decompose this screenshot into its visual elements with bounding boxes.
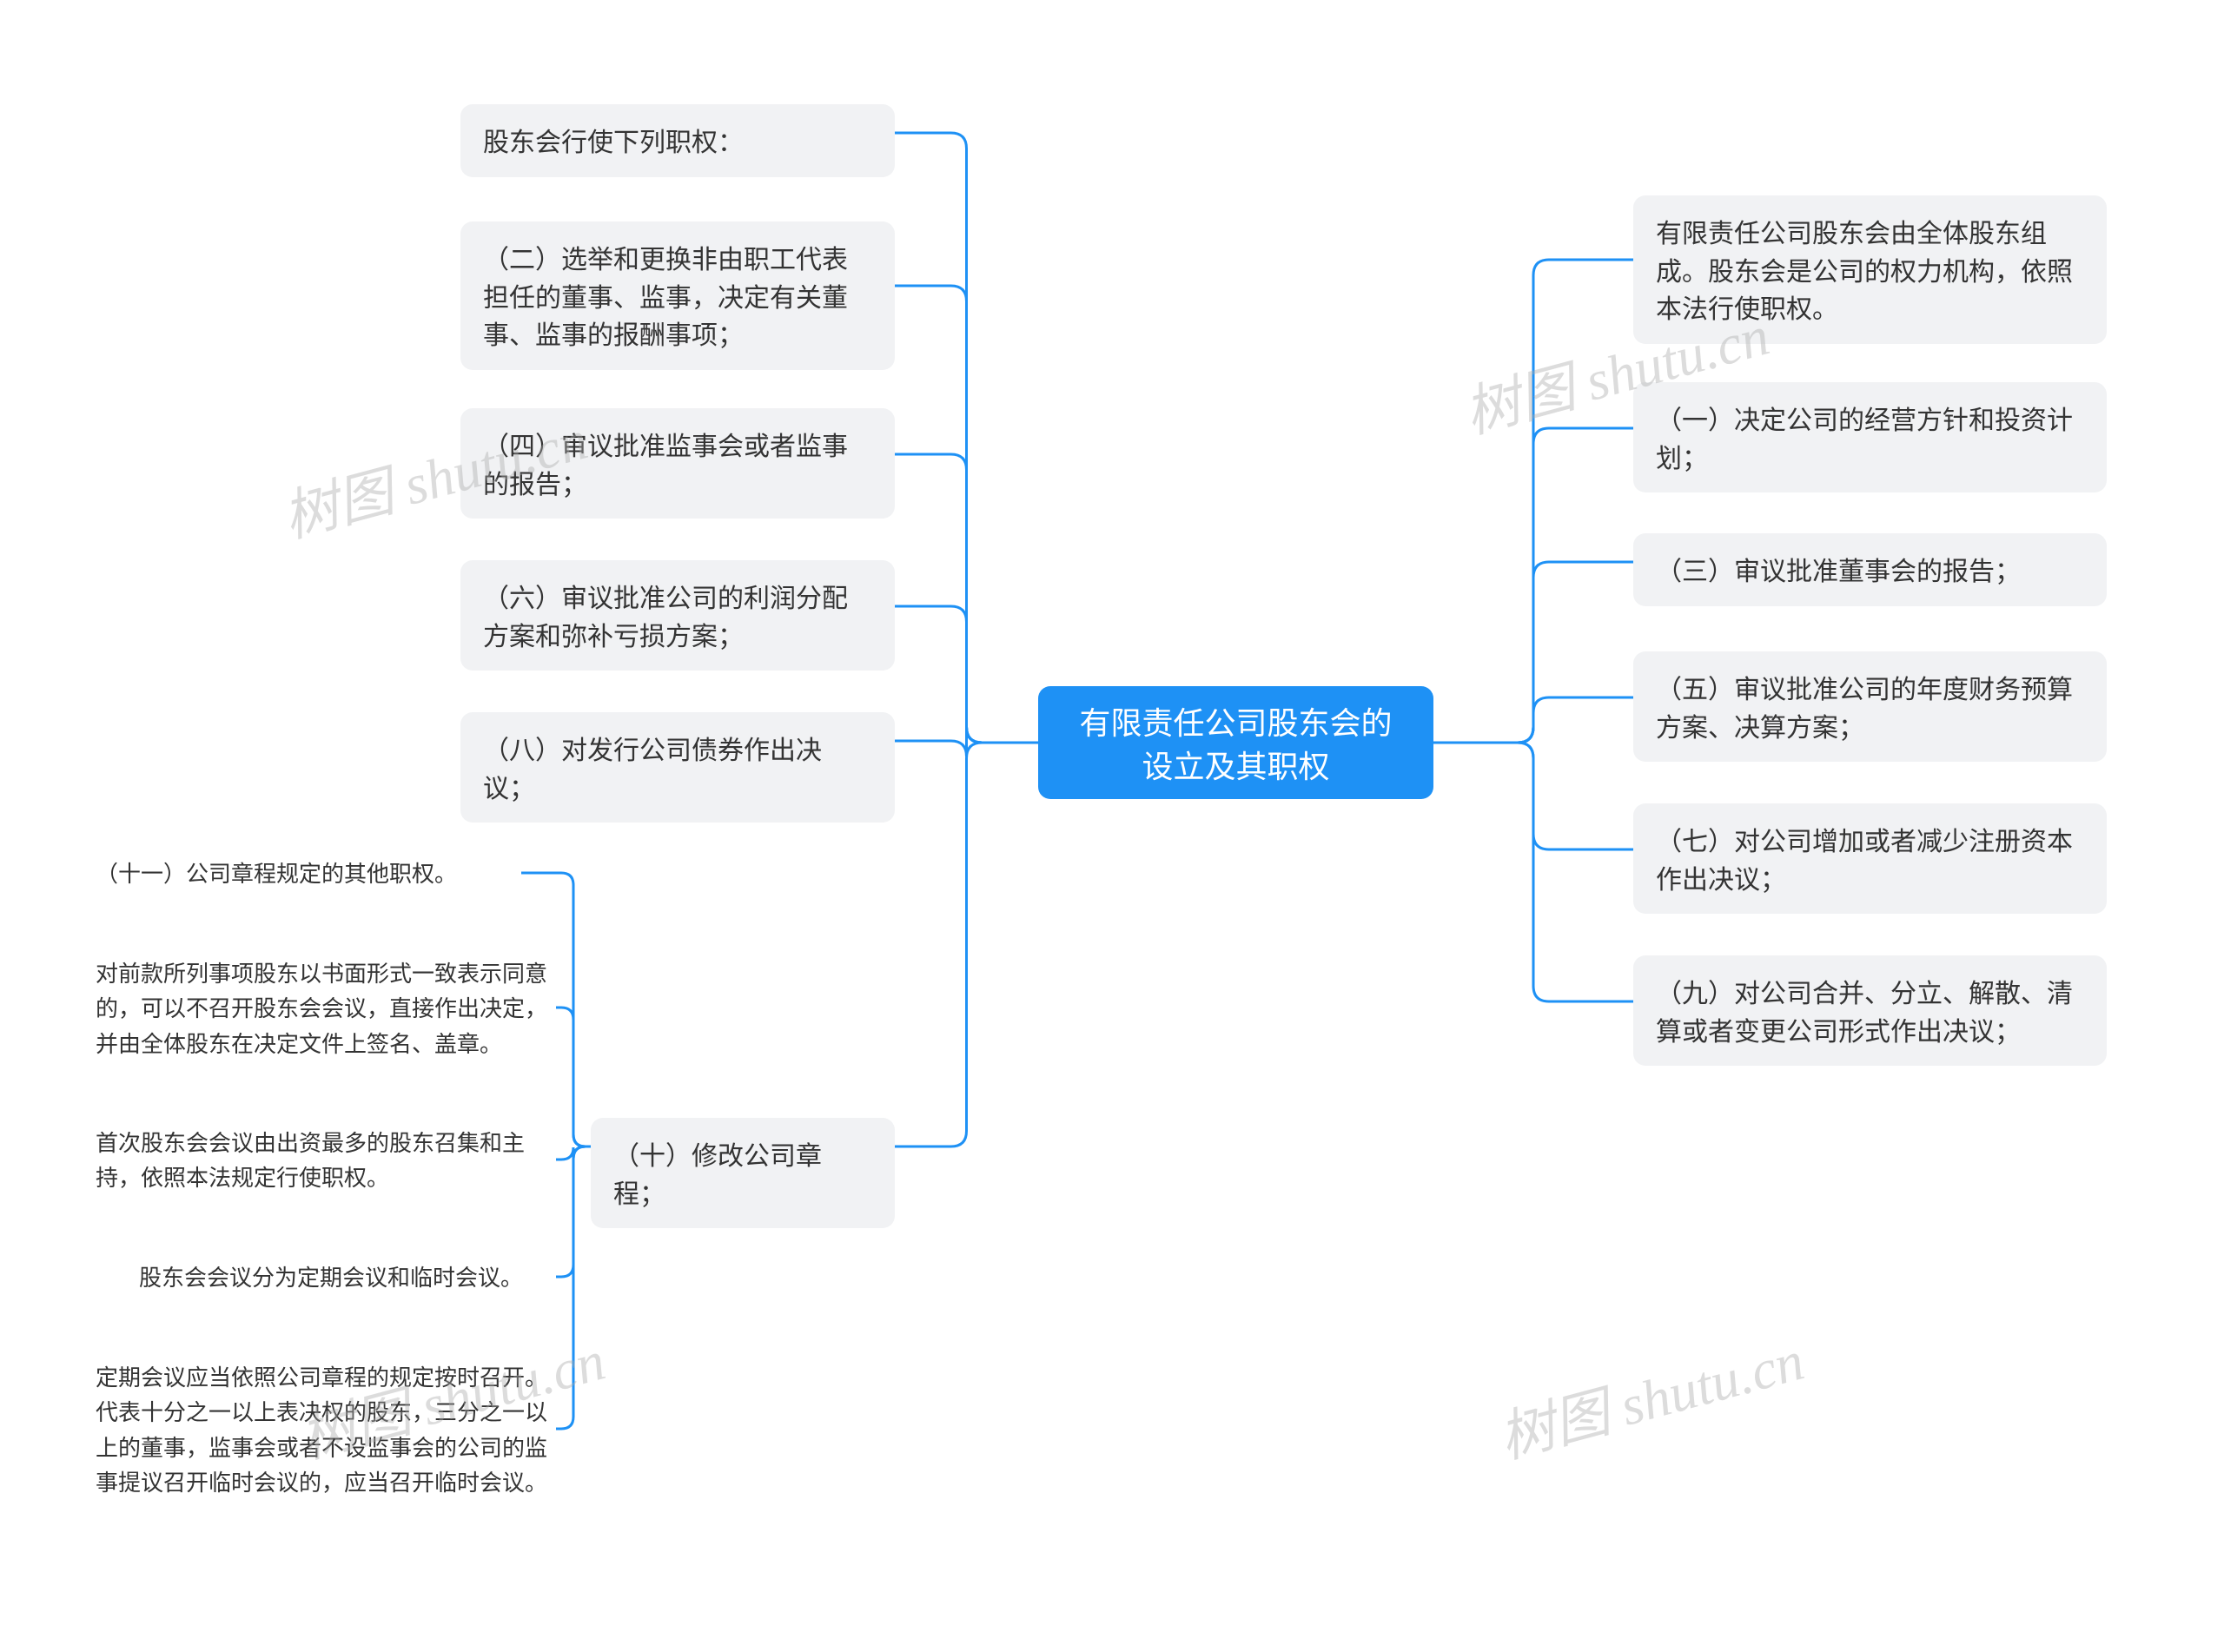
mindmap-canvas: { "mindmap": { "center_label": "有限责任公司股东… <box>0 0 2224 1652</box>
l5-child-4-label: 定期会议应当依照公司章程的规定按时召开。代表十分之一以上表决权的股东，三分之一以… <box>96 1359 556 1499</box>
left-node-4: （八）对发行公司债券作出决议； <box>460 712 895 823</box>
right-node-2-label: （三）审议批准董事会的报告； <box>1656 551 2021 589</box>
right-node-4-label: （七）对公司增加或者减少注册资本作出决议； <box>1656 821 2084 896</box>
right-node-2: （三）审议批准董事会的报告； <box>1633 533 2107 606</box>
left-node-3-label: （六）审议批准公司的利润分配方案和弥补亏损方案； <box>483 578 872 653</box>
right-node-3: （五）审议批准公司的年度财务预算方案、决算方案； <box>1633 651 2107 762</box>
l5-child-3-label: 股东会会议分为定期会议和临时会议。 <box>139 1259 523 1294</box>
l5-child-2-label: 首次股东会会议由出资最多的股东召集和主持，依照本法规定行使职权。 <box>96 1125 556 1195</box>
left-node-1: （二）选举和更换非由职工代表担任的董事、监事，决定有关董事、监事的报酬事项； <box>460 221 895 370</box>
left-node-4-label: （八）对发行公司债券作出决议； <box>483 730 872 805</box>
center-label: 有限责任公司股东会的设立及其职权 <box>1069 699 1402 787</box>
right-node-1-label: （一）决定公司的经营方针和投资计划； <box>1656 400 2084 475</box>
left-node-1-label: （二）选举和更换非由职工代表担任的董事、监事，决定有关董事、监事的报酬事项； <box>483 239 872 353</box>
left-node-2-label: （四）审议批准监事会或者监事的报告； <box>483 426 872 501</box>
l5-child-0-label: （十一）公司章程规定的其他职权。 <box>96 856 457 890</box>
right-node-4: （七）对公司增加或者减少注册资本作出决议； <box>1633 803 2107 914</box>
l5-child-1: 对前款所列事项股东以书面形式一致表示同意的，可以不召开股东会会议，直接作出决定，… <box>96 955 556 1061</box>
left-node-3: （六）审议批准公司的利润分配方案和弥补亏损方案； <box>460 560 895 671</box>
right-node-0: 有限责任公司股东会由全体股东组成。股东会是公司的权力机构，依照本法行使职权。 <box>1633 195 2107 344</box>
l5-child-1-label: 对前款所列事项股东以书面形式一致表示同意的，可以不召开股东会会议，直接作出决定，… <box>96 955 556 1061</box>
l5-child-2: 首次股东会会议由出资最多的股东召集和主持，依照本法规定行使职权。 <box>96 1125 556 1195</box>
center-node: 有限责任公司股东会的设立及其职权 <box>1038 686 1433 799</box>
l5-child-4: 定期会议应当依照公司章程的规定按时召开。代表十分之一以上表决权的股东，三分之一以… <box>96 1359 556 1499</box>
left-node-0-label: 股东会行使下列职权： <box>483 122 744 160</box>
right-node-0-label: 有限责任公司股东会由全体股东组成。股东会是公司的权力机构，依照本法行使职权。 <box>1656 213 2084 327</box>
right-node-3-label: （五）审议批准公司的年度财务预算方案、决算方案； <box>1656 669 2084 744</box>
left-node-5: （十）修改公司章程； <box>591 1118 895 1228</box>
l5-child-3: 股东会会议分为定期会议和临时会议。 <box>139 1259 556 1294</box>
l5-child-0: （十一）公司章程规定的其他职权。 <box>96 856 521 890</box>
right-node-1: （一）决定公司的经营方针和投资计划； <box>1633 382 2107 492</box>
right-node-5-label: （九）对公司合并、分立、解散、清算或者变更公司形式作出决议； <box>1656 973 2084 1048</box>
left-node-5-label: （十）修改公司章程； <box>613 1135 872 1211</box>
left-node-0: 股东会行使下列职权： <box>460 104 895 177</box>
right-node-5: （九）对公司合并、分立、解散、清算或者变更公司形式作出决议； <box>1633 955 2107 1066</box>
left-node-2: （四）审议批准监事会或者监事的报告； <box>460 408 895 519</box>
